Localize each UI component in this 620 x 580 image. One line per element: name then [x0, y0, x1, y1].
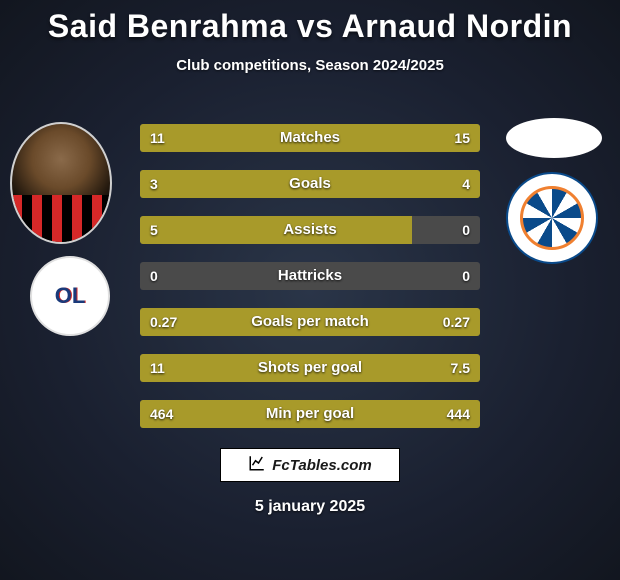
stat-bar-right: [341, 354, 480, 382]
stat-label: Hattricks: [140, 262, 480, 290]
stat-row-shots-per-goal: 117.5Shots per goal: [140, 354, 480, 382]
stat-bar-right: [310, 308, 480, 336]
footer-date: 5 january 2025: [0, 498, 620, 516]
stat-bar-left: [140, 354, 341, 382]
stat-bar-left: [140, 170, 286, 198]
stat-bar-left: [140, 124, 283, 152]
brand-badge: FcTables.com: [220, 448, 400, 482]
stat-bar-right: [283, 124, 480, 152]
stat-row-min-per-goal: 464444Min per goal: [140, 400, 480, 428]
comparison-bars: 1115Matches34Goals50Assists00Hattricks0.…: [140, 124, 480, 446]
stat-value-right: 0: [462, 262, 470, 290]
stat-bar-left: [140, 216, 412, 244]
stat-bar-right: [313, 400, 480, 428]
player-left-avatar: [10, 122, 112, 244]
stat-row-goals: 34Goals: [140, 170, 480, 198]
comparison-subtitle: Club competitions, Season 2024/2025: [0, 57, 620, 74]
stat-bar-right: [286, 170, 480, 198]
stat-row-assists: 50Assists: [140, 216, 480, 244]
right-player-column: [506, 118, 602, 264]
player-right-avatar: [506, 118, 602, 158]
comparison-title: Said Benrahma vs Arnaud Nordin: [0, 0, 620, 45]
left-player-column: [10, 122, 112, 336]
stat-row-hattricks: 0 0Hattricks: [140, 262, 480, 290]
stat-value-left: 0: [150, 262, 158, 290]
player-right-club-logo: [506, 172, 598, 264]
brand-text: FcTables.com: [272, 457, 371, 474]
stat-row-matches: 1115Matches: [140, 124, 480, 152]
stat-value-right: 0: [462, 216, 470, 244]
stat-bar-left: [140, 400, 313, 428]
player-left-club-logo: [30, 256, 110, 336]
stat-bar-left: [140, 308, 310, 336]
stat-row-goals-per-match: 0.270.27Goals per match: [140, 308, 480, 336]
chart-icon: [248, 454, 266, 476]
